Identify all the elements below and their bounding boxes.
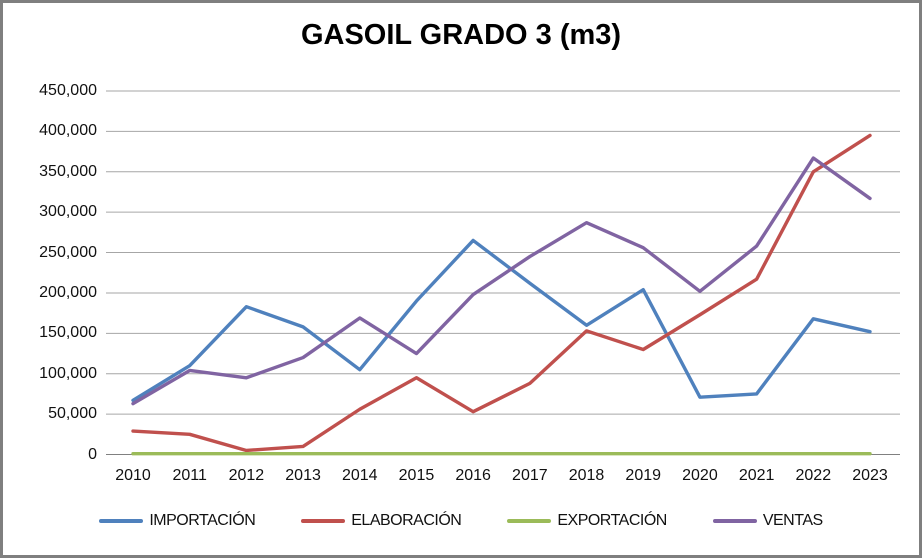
legend-item-ventas: VENTAS	[712, 512, 823, 530]
legend-label: VENTAS	[762, 512, 823, 529]
x-axis-label: 2010	[115, 467, 151, 484]
series-line-elaboracion	[131, 133, 872, 453]
legend-swatch-exportacion	[507, 519, 552, 523]
y-axis-label: 400,000	[39, 122, 97, 140]
y-axis-label: 300,000	[39, 203, 97, 221]
y-axis-label: 0	[88, 445, 97, 463]
chart-title: GASOIL GRADO 3 (m3)	[300, 19, 622, 51]
x-axis-label: 2012	[228, 467, 265, 484]
legend-label: EXPORTACIÓN	[557, 512, 667, 529]
x-axis-label: 2018	[568, 467, 605, 484]
legend-swatch-elaboracion	[301, 519, 346, 523]
y-axis-label: 50,000	[48, 405, 97, 423]
legend: IMPORTACIÓN ELABORACIÓN EXPORTACIÓN VENTAS	[3, 512, 919, 530]
x-axis-label: 2014	[341, 467, 378, 484]
x-axis-label: 2016	[455, 467, 491, 484]
legend-swatch-ventas	[712, 519, 757, 523]
legend-label: ELABORACIÓN	[351, 512, 462, 529]
x-axis-label: 2017	[512, 467, 548, 484]
legend-swatch-importacion	[99, 519, 144, 523]
y-axis-label: 200,000	[39, 283, 97, 301]
x-axis-label: 2022	[795, 467, 832, 484]
y-axis-label: 150,000	[39, 324, 97, 342]
series-line-importacion	[131, 238, 872, 403]
x-axis-label: 2011	[172, 467, 207, 484]
legend-item-elaboracion: ELABORACIÓN	[301, 512, 462, 530]
y-axis-label: 100,000	[39, 364, 97, 382]
y-axis-label: 250,000	[39, 243, 97, 261]
y-axis-label: 450,000	[39, 82, 97, 99]
legend-item-exportacion: EXPORTACIÓN	[507, 512, 667, 530]
legend-label: IMPORTACIÓN	[149, 512, 256, 529]
x-axis-label: 2015	[398, 467, 435, 484]
x-axis-label: 2019	[625, 467, 662, 484]
y-axis-label: 350,000	[39, 162, 97, 180]
x-axis-label: 2013	[285, 467, 321, 484]
plot-area	[106, 90, 900, 456]
x-axis-label: 2021	[738, 467, 775, 484]
x-axis-label: 2020	[682, 467, 718, 484]
x-axis-label: 2023	[852, 467, 888, 484]
legend-item-importacion: IMPORTACIÓN	[99, 512, 256, 530]
series-line-ventas	[131, 156, 872, 406]
